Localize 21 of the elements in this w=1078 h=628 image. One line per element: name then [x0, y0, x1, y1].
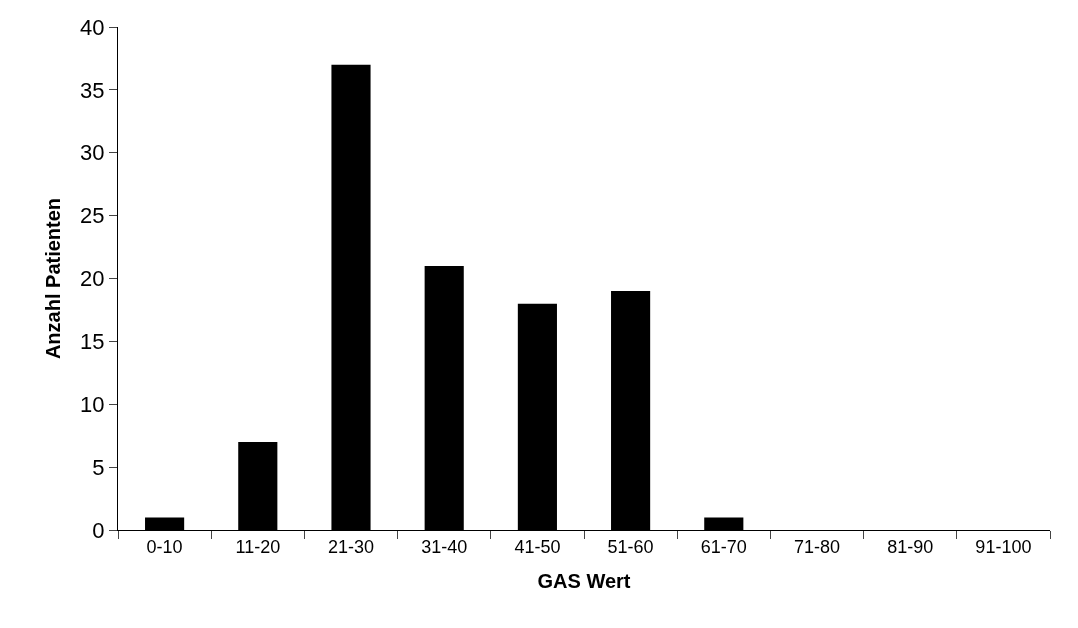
- x-axis-title: GAS Wert: [537, 570, 631, 593]
- y-axis-title: Anzahl Patienten: [41, 197, 64, 360]
- x-tick-label: 41-50: [514, 536, 561, 557]
- y-tick-label: 5: [92, 454, 105, 480]
- x-tick-label: 91-100: [975, 536, 1032, 557]
- x-tick-label: 31-40: [421, 536, 468, 557]
- x-tick-label: 81-90: [887, 536, 934, 557]
- y-tick-label: 40: [80, 14, 105, 40]
- y-tick-label: 15: [80, 329, 105, 355]
- y-tick-label: 30: [80, 140, 105, 166]
- y-tick-label: 0: [92, 517, 105, 543]
- x-tick-label: 71-80: [793, 536, 841, 557]
- y-tick-label: 10: [80, 391, 105, 417]
- y-tick-label: 25: [80, 203, 105, 229]
- x-tick-label: 0-10: [146, 536, 183, 557]
- x-tick-label: 21-30: [327, 536, 375, 557]
- y-tick-label: 35: [80, 77, 105, 103]
- x-tick-label: 51-60: [607, 536, 654, 557]
- y-tick-label: 20: [80, 266, 105, 292]
- x-tick-label: 61-70: [700, 536, 747, 557]
- x-tick-label: 11-20: [235, 536, 281, 557]
